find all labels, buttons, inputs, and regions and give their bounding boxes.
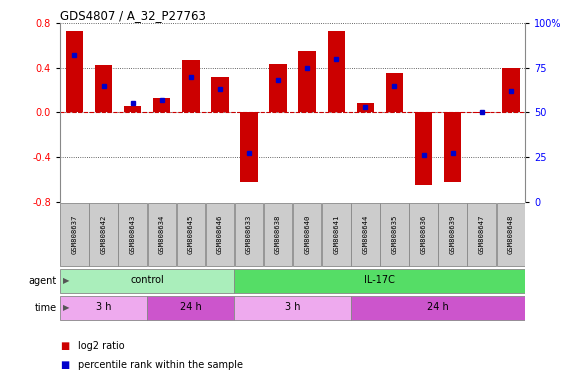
- Bar: [351, 203, 380, 266]
- Bar: [497, 203, 525, 266]
- Bar: [415, 113, 432, 185]
- Text: GSM808648: GSM808648: [508, 215, 514, 254]
- Text: ▶: ▶: [63, 303, 69, 312]
- Text: agent: agent: [29, 276, 57, 286]
- Text: control: control: [130, 275, 164, 285]
- Text: ■: ■: [60, 341, 69, 351]
- Text: percentile rank within the sample: percentile rank within the sample: [78, 360, 243, 370]
- Text: GSM808642: GSM808642: [100, 215, 107, 254]
- Bar: [357, 103, 374, 113]
- Bar: [95, 65, 112, 113]
- Bar: [409, 203, 438, 266]
- Text: ▶: ▶: [63, 276, 69, 285]
- Text: GSM808640: GSM808640: [304, 215, 310, 254]
- Text: time: time: [35, 303, 57, 313]
- Text: GSM808643: GSM808643: [130, 215, 136, 254]
- Bar: [439, 203, 467, 266]
- Text: GSM808637: GSM808637: [71, 215, 78, 254]
- Bar: [235, 269, 525, 293]
- Bar: [380, 203, 409, 266]
- Text: ■: ■: [60, 360, 69, 370]
- Bar: [299, 51, 316, 113]
- Bar: [293, 203, 321, 266]
- Bar: [60, 296, 147, 319]
- Bar: [147, 203, 176, 266]
- Bar: [444, 113, 461, 182]
- Bar: [468, 203, 496, 266]
- Bar: [351, 296, 525, 319]
- Bar: [328, 31, 345, 113]
- Text: 3 h: 3 h: [285, 302, 300, 312]
- Text: GSM808633: GSM808633: [246, 215, 252, 254]
- Text: GDS4807 / A_32_P27763: GDS4807 / A_32_P27763: [60, 9, 206, 22]
- Bar: [240, 113, 258, 182]
- Text: GSM808644: GSM808644: [363, 215, 368, 254]
- Bar: [211, 77, 228, 113]
- Bar: [124, 106, 142, 113]
- Bar: [206, 203, 234, 266]
- Text: GSM808636: GSM808636: [420, 215, 427, 254]
- Text: log2 ratio: log2 ratio: [78, 341, 125, 351]
- Bar: [176, 203, 205, 266]
- Bar: [60, 269, 235, 293]
- Bar: [153, 98, 171, 113]
- Bar: [61, 203, 89, 266]
- Bar: [182, 60, 200, 113]
- Text: IL-17C: IL-17C: [364, 275, 395, 285]
- Bar: [322, 203, 351, 266]
- Bar: [270, 65, 287, 113]
- Text: GSM808639: GSM808639: [449, 215, 456, 254]
- Text: GSM808647: GSM808647: [478, 215, 485, 254]
- Text: GSM808645: GSM808645: [188, 215, 194, 254]
- Bar: [264, 203, 292, 266]
- Text: GSM808634: GSM808634: [159, 215, 165, 254]
- Bar: [118, 203, 147, 266]
- Bar: [89, 203, 118, 266]
- Bar: [386, 73, 403, 113]
- Text: GSM808635: GSM808635: [392, 215, 397, 254]
- Bar: [235, 203, 263, 266]
- Bar: [502, 68, 520, 113]
- Bar: [147, 296, 235, 319]
- Text: GSM808641: GSM808641: [333, 215, 339, 254]
- Bar: [235, 296, 351, 319]
- Text: GSM808646: GSM808646: [217, 215, 223, 254]
- Text: GSM808638: GSM808638: [275, 215, 281, 254]
- Text: 3 h: 3 h: [96, 302, 111, 312]
- Text: 24 h: 24 h: [180, 302, 202, 312]
- Bar: [66, 31, 83, 113]
- Text: 24 h: 24 h: [427, 302, 449, 312]
